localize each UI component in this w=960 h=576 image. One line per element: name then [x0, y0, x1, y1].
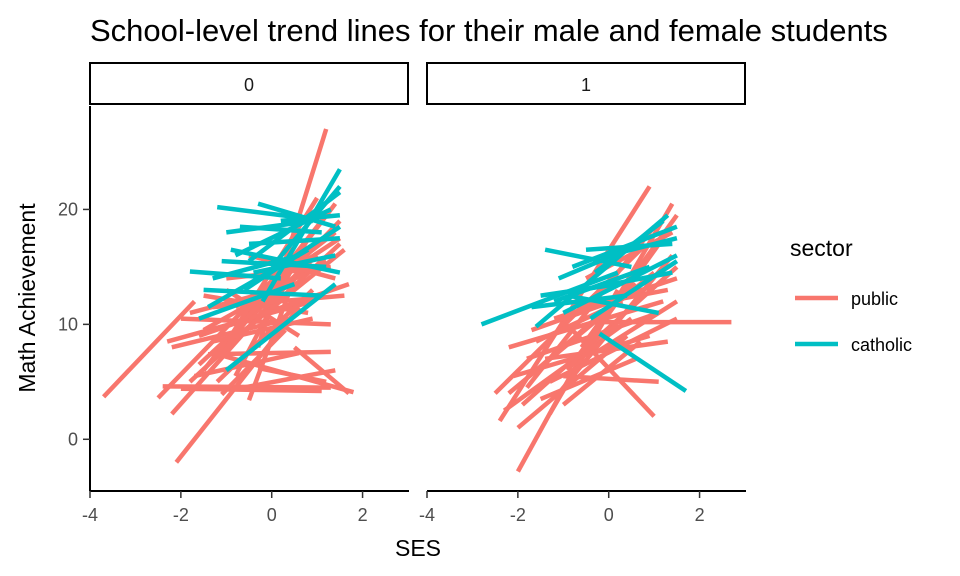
- y-ticks: 0 10 20: [58, 199, 90, 449]
- trend-line-public-0-35: [292, 345, 351, 396]
- trend-lines-facet-0: [101, 128, 355, 464]
- trend-line-catholic-1-3: [598, 331, 688, 393]
- y-tick-label: 0: [68, 429, 78, 449]
- trend-lines-facet-1: [480, 185, 732, 473]
- trend-line-catholic-0-18: [230, 247, 341, 275]
- trend-line-public-0-29: [171, 316, 291, 350]
- trend-line-public-0-36: [194, 350, 300, 379]
- x-tick-label: -2: [510, 505, 526, 525]
- trend-line-public-0-0: [101, 299, 197, 399]
- trend-line-catholic-1-0: [480, 270, 619, 327]
- trend-line-catholic-0-10: [198, 281, 296, 321]
- trend-line-catholic-0-14: [239, 224, 322, 235]
- trend-line-catholic-1-1: [544, 247, 632, 270]
- x-axis-title: SES: [395, 535, 441, 561]
- trend-line-catholic-0-0: [216, 204, 309, 221]
- trend-line-public-1-25: [548, 316, 678, 384]
- trend-line-public-0-37: [234, 236, 342, 309]
- y-axis-title: Math Achievement: [14, 203, 40, 393]
- x-tick-label: -2: [173, 505, 189, 525]
- legend-label-public: public: [851, 289, 898, 309]
- x-tick-label: 2: [358, 505, 368, 525]
- facet-label-0: 0: [244, 75, 254, 95]
- trend-line-public-0-30: [257, 365, 327, 385]
- chart-title: School-level trend lines for their male …: [90, 13, 888, 48]
- trend-line-catholic-1-10: [531, 293, 628, 310]
- trend-line-public-0-20: [208, 349, 331, 357]
- x-tick-label: 2: [695, 505, 705, 525]
- facet-panel-0: -4 -2 0 2 0 10 20: [58, 106, 409, 525]
- trend-line-catholic-0-13: [269, 184, 342, 269]
- y-tick-label: 10: [58, 314, 78, 334]
- trend-line-catholic-1-15: [557, 241, 642, 281]
- legend-title: sector: [790, 235, 853, 261]
- trend-line-catholic-0-15: [206, 247, 310, 310]
- facet-label-1: 1: [581, 75, 591, 95]
- trend-line-public-0-17: [230, 368, 336, 393]
- trend-line-public-0-34: [212, 316, 314, 344]
- trend-line-public-1-20: [593, 299, 679, 356]
- facet-strip-0: [89, 62, 409, 105]
- trend-line-public-1-21: [526, 310, 660, 361]
- trend-line-catholic-0-9: [224, 282, 337, 373]
- x-tick-label: -4: [419, 505, 435, 525]
- facet-strip-1: [426, 62, 746, 105]
- x-tick-label: 0: [604, 505, 614, 525]
- x-ticks-facet-0: -4 -2 0 2: [82, 491, 368, 525]
- facet-panel-1: -4 -2 0 2: [419, 185, 746, 525]
- legend: sector public catholic: [790, 235, 912, 355]
- legend-label-catholic: catholic: [851, 335, 912, 355]
- x-ticks-facet-1: -4 -2 0 2: [419, 491, 705, 525]
- trend-line-catholic-0-19: [257, 201, 336, 229]
- trend-line-catholic-1-14: [589, 259, 679, 321]
- x-tick-label: -4: [82, 505, 98, 525]
- y-tick-label: 20: [58, 199, 78, 219]
- trend-line-catholic-0-2: [203, 287, 322, 298]
- trend-line-public-0-33: [243, 247, 346, 332]
- x-tick-label: 0: [267, 505, 277, 525]
